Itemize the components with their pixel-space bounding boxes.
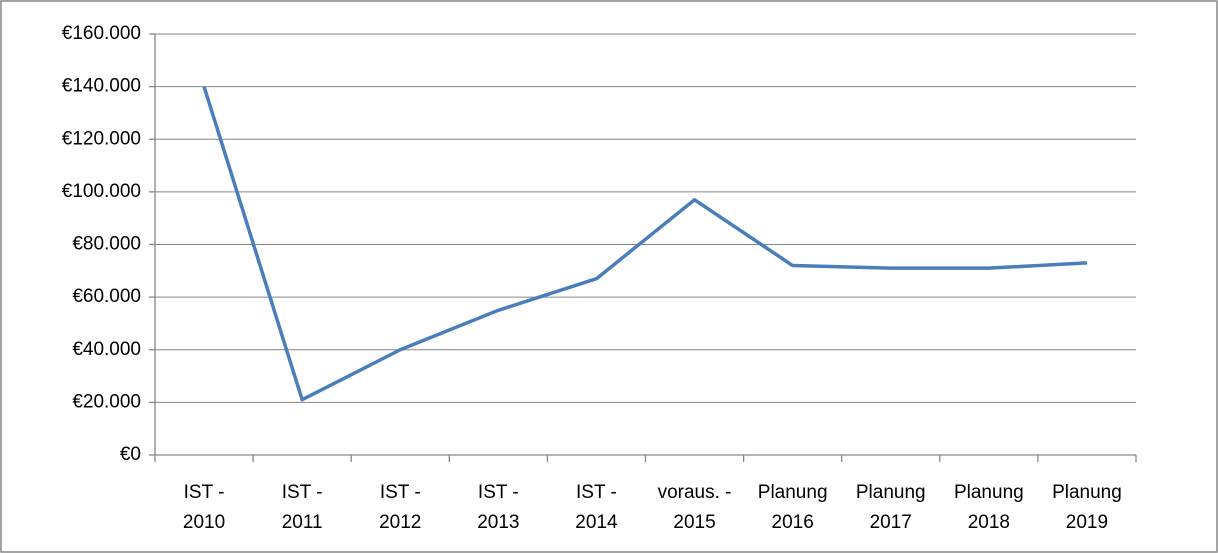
x-tick-label: Planung 2019 — [1052, 482, 1122, 533]
x-tick-label: voraus. -2015 — [658, 482, 732, 533]
y-tick-label: €60.000 — [72, 286, 141, 307]
y-tick-label: €40.000 — [72, 339, 141, 360]
y-tick-label: €20.000 — [72, 391, 141, 412]
y-tick-label: €80.000 — [72, 234, 141, 255]
x-tick-label: IST -2010 — [183, 482, 225, 533]
data-line — [202, 86, 1088, 402]
x-tick-label: IST -2013 — [477, 482, 519, 533]
y-tick-label: €160.000 — [62, 23, 141, 44]
y-tick-label: €0 — [120, 444, 141, 465]
x-tick-label: Planung 2018 — [954, 482, 1024, 533]
x-tick-label: Planung 2016 — [758, 482, 828, 533]
x-tick-label: IST -2014 — [575, 482, 618, 533]
y-tick-label: €140.000 — [62, 76, 141, 97]
y-tick-label: €100.000 — [62, 181, 141, 202]
x-tick-label: IST -2012 — [379, 482, 421, 533]
x-tick-label: Planung 2017 — [856, 482, 926, 533]
y-tick-label: €120.000 — [62, 128, 141, 149]
x-tick-label: IST -2011 — [282, 482, 323, 533]
